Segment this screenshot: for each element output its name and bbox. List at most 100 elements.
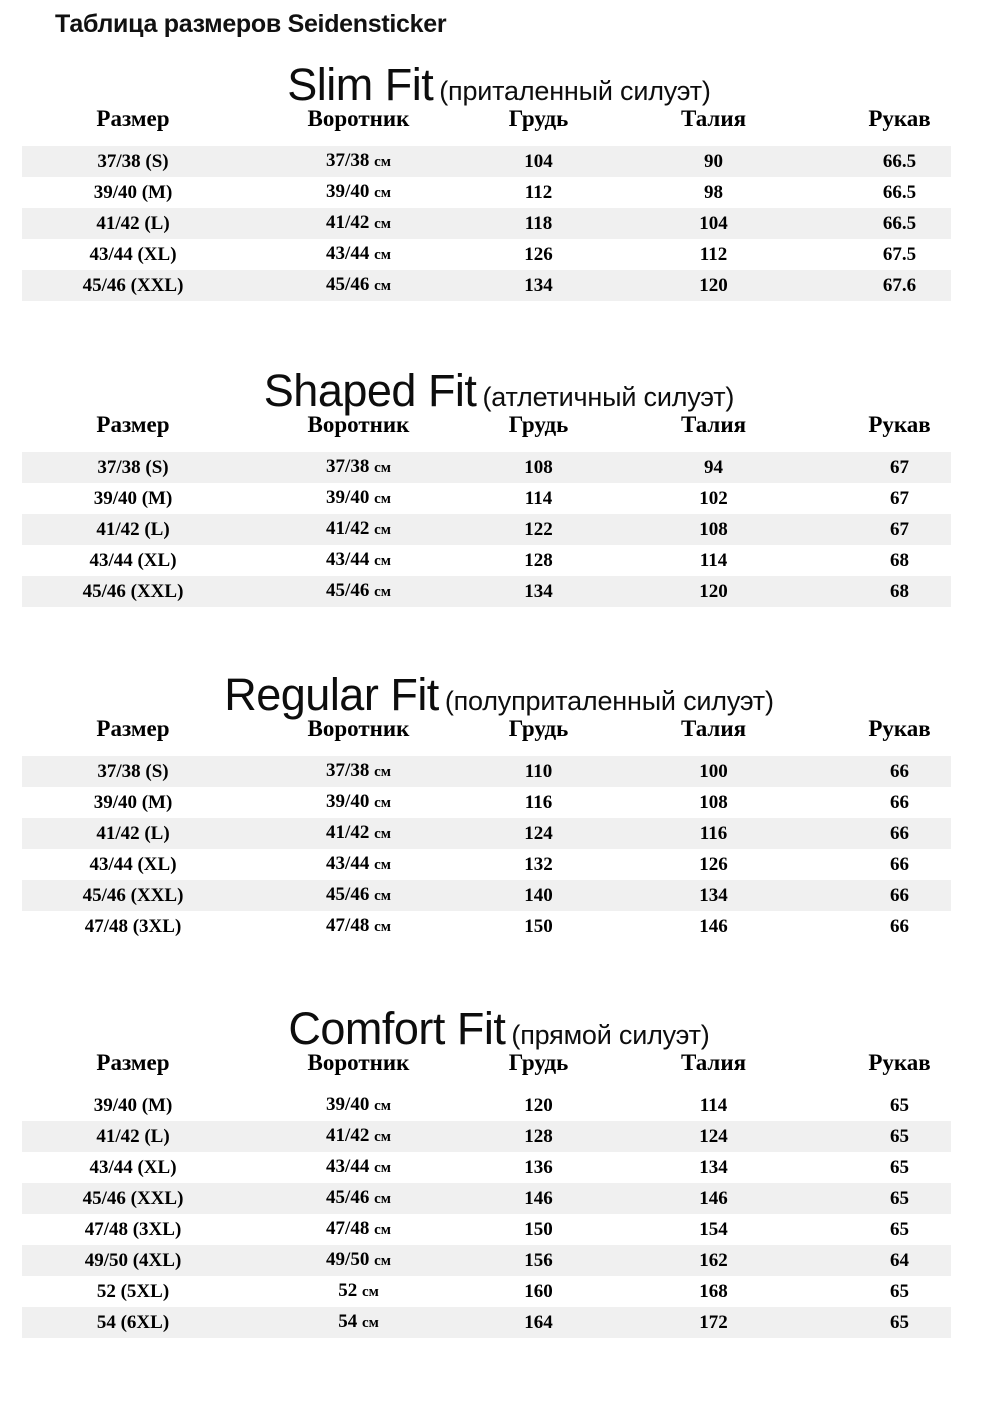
cell-waist: 172 xyxy=(626,1307,801,1338)
collar-value: 43/44 xyxy=(326,853,370,874)
cell-collar: 39/40 см xyxy=(266,1090,451,1121)
cell-waist: 104 xyxy=(626,208,801,239)
cell-sleeve: 66 xyxy=(801,880,998,911)
table-row: 54 (6XL) 54 см 164 172 65 xyxy=(0,1307,998,1338)
cell-collar: 37/38 см xyxy=(266,146,451,177)
collar-value: 41/42 xyxy=(326,822,370,843)
column-header-collar: Воротник xyxy=(307,412,410,437)
fit-name: Shaped Fit xyxy=(263,365,477,416)
column-header-collar: Воротник xyxy=(307,1050,410,1075)
collar-unit: см xyxy=(374,1191,391,1207)
column-header-chest: Грудь xyxy=(508,1050,569,1075)
cell-size: 37/38 (S) xyxy=(0,756,266,787)
fit-section-slim-fit: Slim Fit (приталенный силуэт) Размер Воротн… xyxy=(0,62,998,301)
collar-value: 54 xyxy=(338,1311,358,1332)
table-header-row: Размер Воротник Грудь Талия Рукав xyxy=(0,717,998,756)
table-row: 45/46 (XXL) 45/46 см 140 134 66 xyxy=(0,880,998,911)
cell-waist: 90 xyxy=(626,146,801,177)
page-title: Таблица размеров Seidensticker xyxy=(55,10,447,38)
cell-sleeve: 66 xyxy=(801,818,998,849)
cell-collar: 54 см xyxy=(266,1307,451,1338)
cell-size: 37/38 (S) xyxy=(0,146,266,177)
collar-value: 47/48 xyxy=(326,915,370,936)
cell-waist: 134 xyxy=(626,880,801,911)
cell-collar: 52 см xyxy=(266,1276,451,1307)
collar-value: 37/38 xyxy=(326,150,370,171)
fit-heading-shaped-fit: Shaped Fit (атлетичный силуэт) xyxy=(0,368,998,413)
collar-unit: см xyxy=(374,247,391,263)
size-table-shaped-fit: Размер Воротник Грудь Талия Рукав 37/38 (S) 37… xyxy=(0,413,998,607)
cell-collar: 41/42 см xyxy=(266,514,451,545)
column-header-size: Размер xyxy=(96,106,170,131)
cell-size: 39/40 (M) xyxy=(93,1095,173,1116)
table-row: 39/40 (M) 39/40 см 120 114 65 xyxy=(0,1090,998,1121)
cell-chest: 156 xyxy=(451,1245,626,1276)
column-header-waist: Талия xyxy=(680,106,747,131)
cell-waist: 162 xyxy=(626,1245,801,1276)
cell-sleeve: 66.5 xyxy=(882,182,917,203)
cell-size: 52 (5XL) xyxy=(96,1281,170,1302)
cell-sleeve: 68 xyxy=(890,550,909,571)
cell-collar: 43/44 см xyxy=(266,239,451,270)
cell-waist: 102 xyxy=(699,488,728,509)
collar-value: 43/44 xyxy=(326,1156,370,1177)
cell-waist: 112 xyxy=(699,244,728,265)
cell-size: 45/46 (XXL) xyxy=(0,1183,266,1214)
cell-chest: 136 xyxy=(524,1157,553,1178)
size-table-comfort-fit: Размер Воротник Грудь Талия Рукав 39/40 (M) 39… xyxy=(0,1051,998,1338)
table-header-row: Размер Воротник Грудь Талия Рукав xyxy=(0,1051,998,1090)
fit-section-shaped-fit: Shaped Fit (атлетичный силуэт) Размер Ворот… xyxy=(0,368,998,607)
cell-waist: 134 xyxy=(699,1157,728,1178)
collar-value: 41/42 xyxy=(326,1125,370,1146)
cell-size: 43/44 (XL) xyxy=(89,550,177,571)
cell-sleeve: 65 xyxy=(890,1281,909,1302)
collar-value: 39/40 xyxy=(326,487,370,508)
fit-heading-regular-fit: Regular Fit (полуприталенный силуэт) xyxy=(0,672,998,717)
collar-value: 41/42 xyxy=(326,212,370,233)
table-row: 41/42 (L) 41/42 см 124 116 66 xyxy=(0,818,998,849)
cell-chest: 160 xyxy=(524,1281,553,1302)
cell-chest: 146 xyxy=(451,1183,626,1214)
column-header-sleeve: Рукав xyxy=(868,1050,931,1075)
column-header-size: Размер xyxy=(96,412,170,437)
cell-waist: 114 xyxy=(699,1095,728,1116)
cell-sleeve: 66 xyxy=(801,756,998,787)
cell-waist: 124 xyxy=(626,1121,801,1152)
cell-chest: 150 xyxy=(524,916,553,937)
collar-value: 45/46 xyxy=(326,884,370,905)
cell-collar: 41/42 см xyxy=(266,208,451,239)
column-header-sleeve: Рукав xyxy=(868,106,931,131)
cell-chest: 104 xyxy=(451,146,626,177)
column-header-size: Размер xyxy=(96,1050,170,1075)
table-row: 45/46 (XXL) 45/46 см 134 120 67.6 xyxy=(0,270,998,301)
collar-unit: см xyxy=(374,154,391,170)
cell-collar: 41/42 см xyxy=(266,818,451,849)
collar-value: 49/50 xyxy=(326,1249,370,1270)
collar-value: 39/40 xyxy=(326,181,370,202)
cell-size: 39/40 (M) xyxy=(93,488,173,509)
collar-value: 37/38 xyxy=(326,456,370,477)
cell-chest: 164 xyxy=(451,1307,626,1338)
table-row: 47/48 (3XL) 47/48 см 150 146 66 xyxy=(0,911,998,942)
collar-value: 41/42 xyxy=(326,518,370,539)
cell-sleeve: 67.6 xyxy=(801,270,998,301)
table-row: 37/38 (S) 37/38 см 104 90 66.5 xyxy=(0,146,998,177)
cell-chest: 128 xyxy=(524,550,553,571)
cell-size: 41/42 (L) xyxy=(0,818,266,849)
cell-size: 45/46 (XXL) xyxy=(0,270,266,301)
cell-sleeve: 66.5 xyxy=(801,146,998,177)
column-header-waist: Талия xyxy=(680,1050,747,1075)
table-row: 45/46 (XXL) 45/46 см 146 146 65 xyxy=(0,1183,998,1214)
cell-waist: 126 xyxy=(699,854,728,875)
cell-waist: 98 xyxy=(704,182,723,203)
cell-sleeve: 64 xyxy=(801,1245,998,1276)
collar-unit: см xyxy=(361,1284,379,1300)
cell-sleeve: 67 xyxy=(890,488,909,509)
cell-sleeve: 67.5 xyxy=(882,244,917,265)
table-row: 39/40 (M) 39/40 см 112 98 66.5 xyxy=(0,177,998,208)
table-header-row: Размер Воротник Грудь Талия Рукав xyxy=(0,413,998,452)
collar-value: 45/46 xyxy=(326,274,370,295)
cell-sleeve: 65 xyxy=(801,1307,998,1338)
table-row: 52 (5XL) 52 см 160 168 65 xyxy=(0,1276,998,1307)
cell-collar: 43/44 см xyxy=(266,1152,451,1183)
